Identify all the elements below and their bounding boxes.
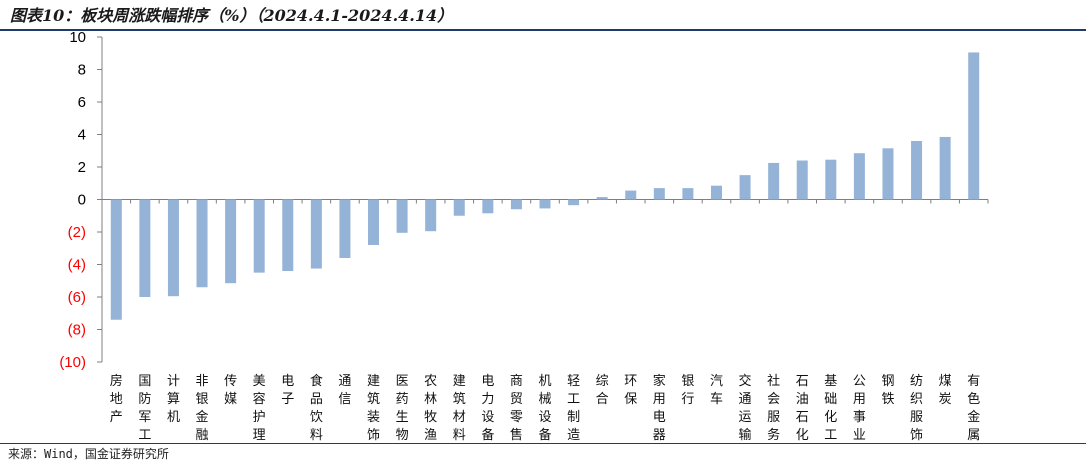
bar [196,199,208,288]
bar [653,188,665,200]
bar [368,199,380,245]
x-category-label: 美容护理 [253,374,266,442]
x-category-label: 传媒 [224,374,237,407]
x-category-label: 电力设备 [481,374,494,442]
x-category-label: 国防军工 [138,374,151,442]
bar-chart: 10 8 6 4 2 0 (2) (4) (6) (8) (10) 房地产 国防军工 计算机 非银金融 传媒… [59,31,989,442]
bar [396,199,408,233]
bar [282,199,294,271]
y-tick-label: 8 [78,62,86,79]
x-category-label: 计算机 [167,374,180,425]
x-category-label: 电子 [281,374,294,407]
bar [625,190,637,200]
x-category-label: 煤炭 [939,374,952,407]
bar-layer [110,52,980,320]
x-category-label: 建筑装饰 [367,374,380,442]
x-category-label: 钢铁 [881,374,894,407]
bar [968,52,980,200]
bar [710,185,722,200]
y-tick-label: (8) [68,322,86,339]
bar [825,159,837,200]
bottom-rule [0,443,1086,444]
y-tick-label: (4) [68,257,86,274]
x-category-label: 通信 [338,374,351,407]
x-category-label: 公用事业 [853,374,866,442]
x-category-label: 基础化工 [824,374,837,442]
bar [596,197,608,200]
x-category-label: 轻工制造 [567,374,580,442]
x-category-label: 房地产 [110,373,123,425]
source-note: 来源：Wind，国金证券研究所 [8,447,169,461]
x-category-label: 综合 [596,374,609,407]
x-category-label: 家用电器 [653,373,666,442]
x-category-label: 社会服务 [767,373,780,442]
bar [853,153,865,200]
y-tick-label: (6) [68,289,86,306]
bar [796,160,808,200]
x-category-label: 建筑材料 [453,374,466,442]
x-category-label: 汽车 [710,374,723,407]
figure-title: 图表10：板块周涨跌幅排序（%）（2024.4.1-2024.4.14） [10,6,454,25]
y-tick-label: 0 [78,192,86,209]
bar [568,199,580,206]
y-tick-labels: 10 8 6 4 2 0 (2) (4) (6) (8) (10) [59,31,86,371]
y-tick-label: (2) [68,224,86,241]
x-category-label: 商贸零售 [510,374,523,442]
bar [339,199,351,258]
x-category-labels: 房地产 国防军工 计算机 非银金融 传媒 美容护理 电子 食品饮料 通信 建筑装饰 医药生物 农林牧渔… [110,373,980,442]
x-category-label: 纺织服饰 [910,374,923,442]
x-category-label: 交通运输 [739,373,752,442]
bar [453,199,465,216]
x-category-label: 石油石化 [796,374,809,442]
bar [225,199,237,284]
bar [882,148,894,200]
bar [682,188,694,200]
bar [939,136,951,200]
bar [482,199,494,214]
bar [425,199,437,232]
x-category-label: 医药生物 [396,374,409,442]
y-tick-label: 10 [69,31,86,46]
bar [253,199,265,273]
title-rule [0,29,1086,31]
x-category-label: 非银金融 [196,374,209,442]
y-tick-label: 2 [78,159,86,176]
x-category-label: 环保 [624,374,637,407]
bar [768,162,780,200]
y-tick-label: 4 [78,127,86,144]
bar [310,199,322,269]
bar [911,141,923,200]
y-tick-label: (10) [59,354,86,371]
bar [110,199,122,320]
y-tick-label: 6 [78,94,86,111]
bar [167,199,179,297]
bar [739,175,751,200]
x-category-label: 食品饮料 [310,373,323,442]
bar [139,199,151,297]
bar [510,199,522,210]
bar [539,199,551,209]
x-category-label: 机械设备 [538,374,551,442]
x-category-label: 农林牧渔 [424,374,437,442]
x-category-label: 有色金属 [967,374,980,442]
x-category-label: 银行 [681,374,694,407]
